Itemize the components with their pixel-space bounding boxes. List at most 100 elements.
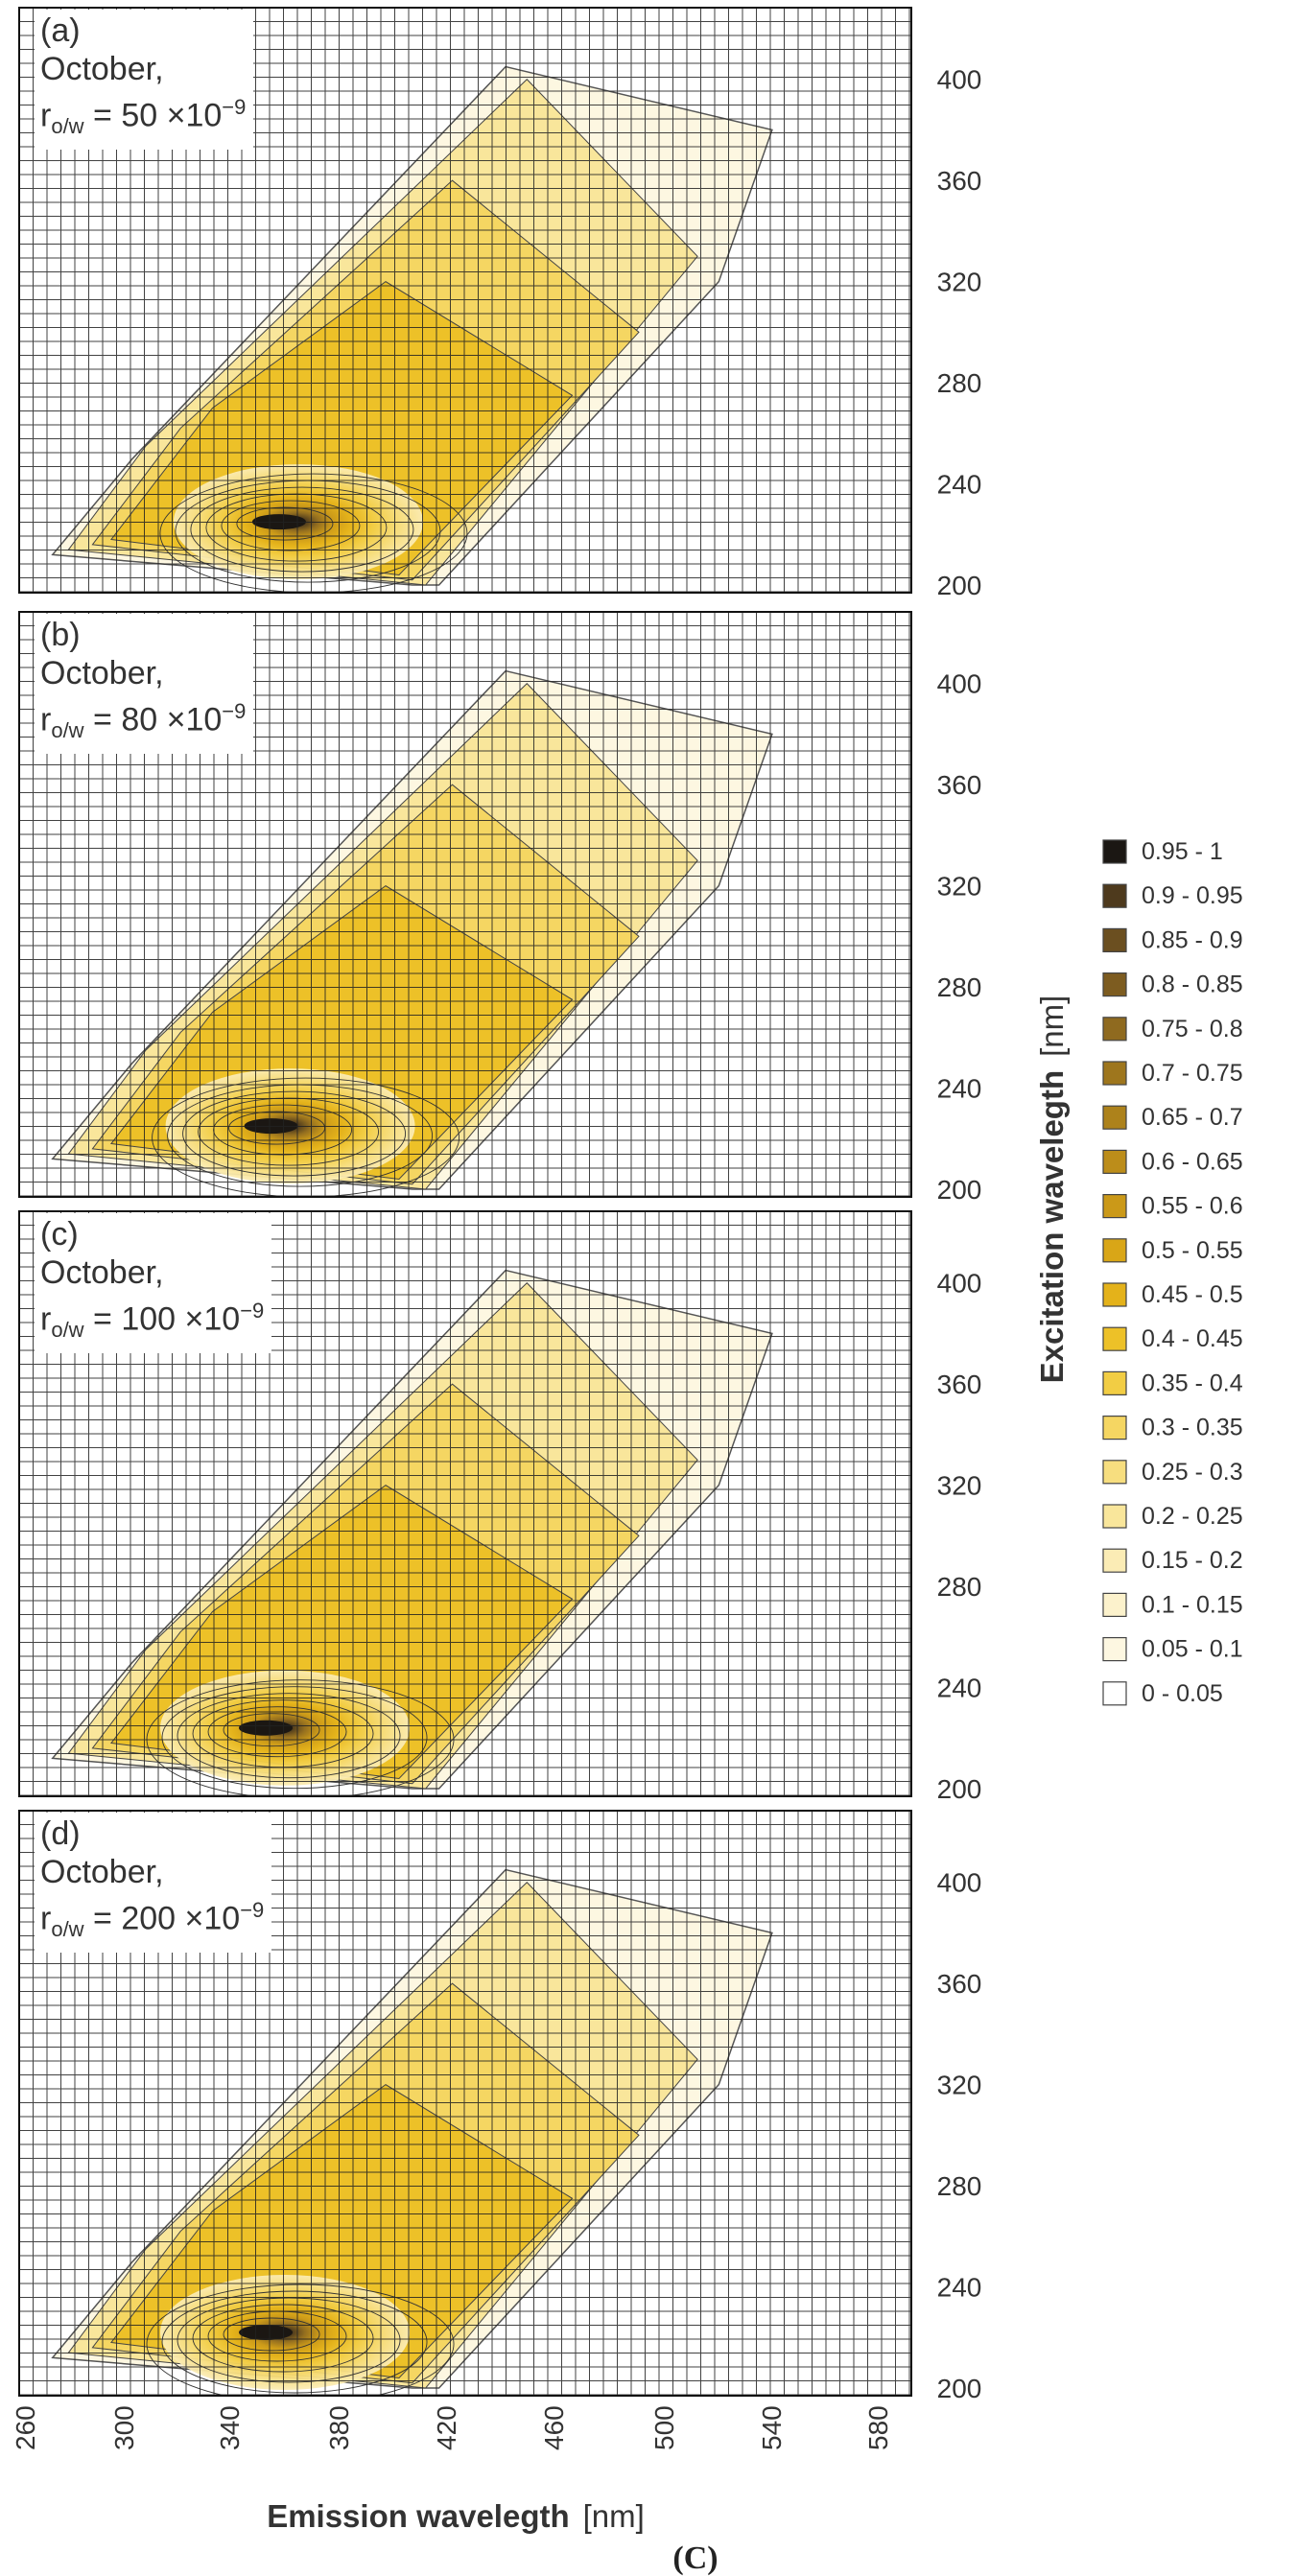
panel-ratio: ro/w = 50 ×10−9 [40, 88, 246, 146]
legend-swatch [1102, 883, 1127, 908]
legend-swatch [1102, 1681, 1127, 1706]
legend-swatch [1102, 972, 1127, 997]
y-tick-label: 240 [937, 470, 982, 500]
x-tick-label: 260 [11, 2405, 40, 2450]
y-tick-label: 400 [937, 1269, 982, 1299]
y-tick-label: 200 [937, 1774, 982, 1804]
legend-label: 0.1 - 0.15 [1142, 1591, 1243, 1618]
panel-month: October, [40, 1254, 164, 1291]
legend-label: 0.85 - 0.9 [1142, 926, 1243, 953]
eem-panel-1: 200 240 280 320 360 400 [18, 7, 982, 600]
x-tick-label: 340 [215, 2405, 245, 2450]
legend-label: 0.55 - 0.6 [1142, 1193, 1243, 1220]
y-axis-title: Excitation wavelegth [nm] [1034, 995, 1070, 1384]
intensity-peak-max [239, 1720, 294, 1736]
legend-label: 0.7 - 0.75 [1142, 1060, 1243, 1087]
y-tick-label: 240 [937, 1074, 982, 1104]
legend-swatch [1102, 1061, 1127, 1086]
contour-line [223, 1713, 320, 1747]
contour-line [236, 506, 334, 541]
legend-label: 0.35 - 0.4 [1142, 1370, 1243, 1396]
legend-label: 0.9 - 0.95 [1142, 882, 1243, 909]
legend-swatch [1102, 1238, 1127, 1263]
y-tick-label: 320 [937, 872, 982, 902]
x-tick-label: 300 [109, 2405, 139, 2450]
legend-swatch [1102, 839, 1127, 864]
ratio-prefix: r [40, 1300, 52, 1338]
ratio-exponent: −9 [222, 95, 247, 119]
y-tick-label: 360 [937, 770, 982, 800]
ratio-value: = 50 ×10 [83, 97, 223, 134]
legend-swatch [1102, 1415, 1127, 1440]
legend-label: 0.3 - 0.35 [1142, 1415, 1243, 1441]
ratio-value: = 200 ×10 [83, 1900, 241, 1937]
y-tick-label: 280 [937, 368, 982, 398]
y-axis-unit: [nm] [1034, 995, 1070, 1057]
plot-frame [18, 611, 912, 1198]
legend-swatch [1102, 1504, 1127, 1529]
legend-label: 0.75 - 0.8 [1142, 1016, 1243, 1042]
intensity-peak-max [239, 2325, 294, 2340]
panel-label-3: (c) October, ro/w = 100 ×10−9 [35, 1213, 272, 1354]
legend-label: 0.65 - 0.7 [1142, 1104, 1243, 1131]
panel-month: October, [40, 51, 164, 87]
y-tick-label: 360 [937, 1969, 982, 1999]
x-tick-label: 580 [863, 2405, 893, 2450]
ratio-exponent: −9 [240, 1898, 265, 1922]
y-tick-label: 200 [937, 2374, 982, 2403]
panel-id: (c) [40, 1216, 79, 1253]
y-tick-label: 280 [937, 2171, 982, 2201]
contour-line [159, 473, 468, 593]
y-tick-label: 400 [937, 669, 982, 699]
legend-label: 0.5 - 0.55 [1142, 1237, 1243, 1264]
legend-label: 0.2 - 0.25 [1142, 1503, 1243, 1530]
legend-label: 0.45 - 0.5 [1142, 1281, 1243, 1308]
ratio-prefix: r [40, 1900, 52, 1937]
contour-line [146, 2283, 455, 2396]
contour-line [152, 1077, 459, 1197]
legend-label: 0.15 - 0.2 [1142, 1547, 1243, 1574]
ratio-value: = 100 ×10 [83, 1300, 241, 1338]
panel-label-2: (b) October, ro/w = 80 ×10−9 [35, 614, 254, 755]
panel-month: October, [40, 655, 164, 691]
y-tick-label: 200 [937, 571, 982, 600]
y-tick-label: 400 [937, 65, 982, 95]
x-axis-label: Emission wavelegth [267, 2498, 569, 2534]
ratio-exponent: −9 [222, 699, 247, 723]
legend-swatch [1102, 1326, 1127, 1351]
contour-line [221, 500, 361, 551]
y-axis-label: Excitation wavelegth [1034, 1070, 1070, 1383]
legend-swatch [1102, 1636, 1127, 1662]
panel-month: October, [40, 1854, 164, 1890]
legend-swatch [1102, 1282, 1127, 1307]
contour-line [207, 1706, 347, 1758]
y-tick-label: 320 [937, 2071, 982, 2100]
y-tick-label: 320 [937, 1471, 982, 1501]
x-tick-label: 500 [649, 2405, 679, 2450]
figure-caption: (C) [672, 2541, 718, 2576]
legend-label: 0.95 - 1 [1142, 838, 1223, 865]
ratio-subscript: o/w [51, 718, 84, 743]
panel-label-1: (a) October, ro/w = 50 ×10−9 [35, 10, 254, 151]
panel-ratio: ro/w = 80 ×10−9 [40, 692, 246, 750]
y-tick-label: 240 [937, 1674, 982, 1703]
y-tick-label: 240 [937, 2273, 982, 2303]
y-tick-label: 400 [937, 1868, 982, 1898]
legend-swatch [1102, 927, 1127, 953]
x-tick-label: 420 [432, 2405, 461, 2450]
ratio-value: = 80 ×10 [83, 701, 223, 738]
contour-line [177, 1693, 401, 1779]
panel-ratio: ro/w = 100 ×10−9 [40, 1292, 264, 1349]
legend-label: 0.25 - 0.3 [1142, 1459, 1243, 1486]
legend-label: 0.8 - 0.85 [1142, 972, 1243, 998]
y-tick-label: 320 [937, 268, 982, 297]
panel-id: (d) [40, 1815, 81, 1852]
plot-frame [18, 1810, 912, 2397]
panel-id: (b) [40, 617, 81, 653]
legend-swatch [1102, 1105, 1127, 1130]
plot-frame [18, 1210, 912, 1797]
contour-line [161, 2290, 428, 2394]
y-tick-label: 360 [937, 1370, 982, 1399]
legend: 0.95 - 1 0.9 - 0.95 0.85 - 0.9 0.8 - 0.85 0.… [1102, 838, 1243, 1707]
contour-line [182, 1090, 407, 1177]
